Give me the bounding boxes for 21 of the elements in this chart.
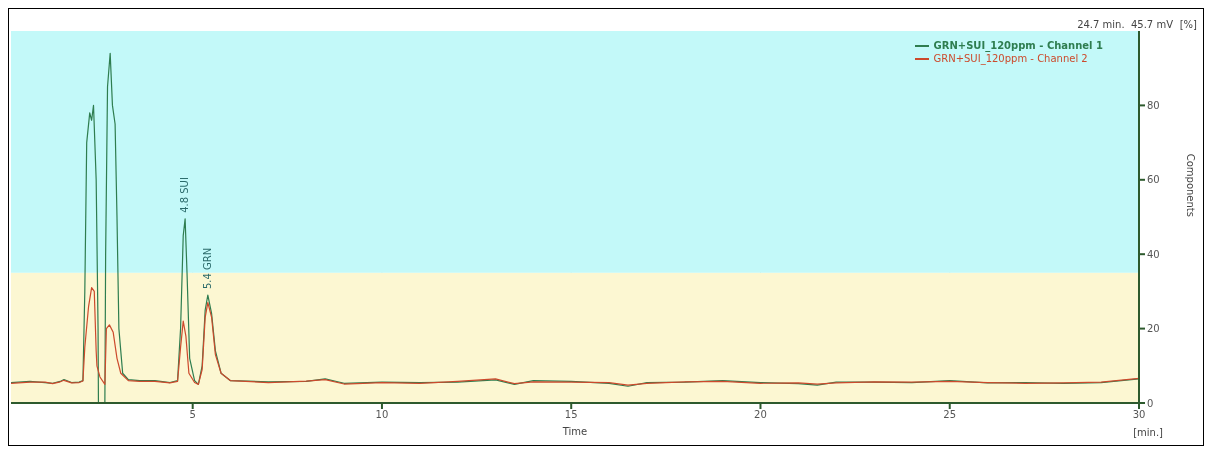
annotation: 5.4 GRN — [201, 247, 213, 290]
x-tick-label: 10 — [375, 409, 389, 421]
x-tick-label: 30 — [1132, 409, 1146, 421]
text: 24.7 min. 45.7 mV — [1077, 19, 1173, 30]
annotation: 4.8 SUI — [179, 177, 191, 213]
x-tick-label: 25 — [943, 409, 957, 421]
y-tick-label: 40 — [1147, 248, 1160, 260]
legend-label: GRN+SUI_120ppm - Channel 1 — [933, 39, 1103, 52]
x-tick-label: 15 — [564, 409, 578, 421]
text: [%] — [1179, 19, 1197, 30]
x-tick-label: 5 — [189, 409, 196, 421]
legend-label: GRN+SUI_120ppm - Channel 2 — [933, 52, 1088, 65]
line-series — [11, 287, 1139, 386]
text: [min.] — [1133, 427, 1163, 438]
x-axis-title: Time — [561, 426, 588, 437]
y-tick-label: 0 — [1147, 397, 1154, 409]
y-tick-label: 20 — [1147, 323, 1160, 335]
y-axis-title: Components — [1185, 153, 1197, 217]
x-tick-label: 20 — [754, 409, 767, 421]
y-tick-label: 80 — [1147, 99, 1160, 111]
y-tick-label: 60 — [1147, 174, 1160, 186]
